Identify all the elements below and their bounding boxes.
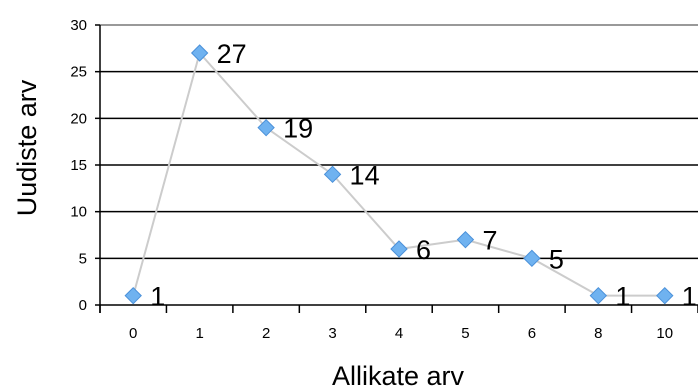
x-tick-labels: 0 1 2 3 4 5 6 8 10 [129, 325, 673, 342]
x-tick-label: 2 [262, 325, 270, 342]
data-markers [124, 44, 674, 305]
y-tick-labels: 0 5 10 15 20 25 30 [70, 17, 87, 314]
data-point-marker [323, 165, 342, 184]
data-point-marker [124, 286, 142, 305]
y-gridlines [95, 24, 698, 313]
data-point-marker [523, 249, 541, 268]
data-point-marker [456, 230, 475, 249]
data-label: 5 [549, 244, 564, 274]
x-tick-label: 5 [461, 325, 469, 342]
x-tick-label: 10 [656, 325, 673, 342]
data-point-marker [589, 286, 608, 305]
data-point-marker [656, 286, 674, 305]
x-tick-label: 6 [528, 325, 536, 342]
x-tick-label: 1 [195, 325, 203, 342]
data-point-marker [190, 44, 209, 62]
y-tick-label: 5 [79, 250, 87, 267]
x-axis-title: Allikate arv [332, 361, 465, 391]
data-label: 1 [682, 282, 697, 312]
data-point-marker [257, 118, 275, 137]
y-tick-label: 0 [79, 297, 87, 314]
data-label: 14 [350, 160, 380, 190]
x-axis [99, 305, 698, 313]
data-label: 6 [416, 235, 431, 265]
y-tick-label: 15 [70, 157, 87, 174]
x-tick-label: 8 [594, 325, 602, 342]
data-label: 7 [482, 226, 497, 256]
y-tick-label: 10 [70, 204, 87, 221]
series-polyline [132, 50, 665, 297]
data-point-marker [390, 240, 408, 258]
x-tick-label: 0 [129, 325, 137, 342]
data-label: 1 [615, 282, 630, 312]
y-axis-title: Uudiste arv [12, 79, 42, 216]
y-tick-label: 20 [70, 110, 87, 127]
x-tick-label: 3 [328, 325, 336, 342]
x-tick-label: 4 [395, 325, 403, 342]
data-label: 27 [217, 39, 247, 69]
data-labels: 1 27 19 14 6 7 5 1 1 [150, 39, 697, 312]
y-tick-label: 25 [70, 64, 87, 81]
data-label: 19 [283, 114, 313, 144]
y-tick-label: 30 [70, 17, 87, 34]
data-label: 1 [150, 282, 165, 312]
series-line [132, 50, 665, 297]
